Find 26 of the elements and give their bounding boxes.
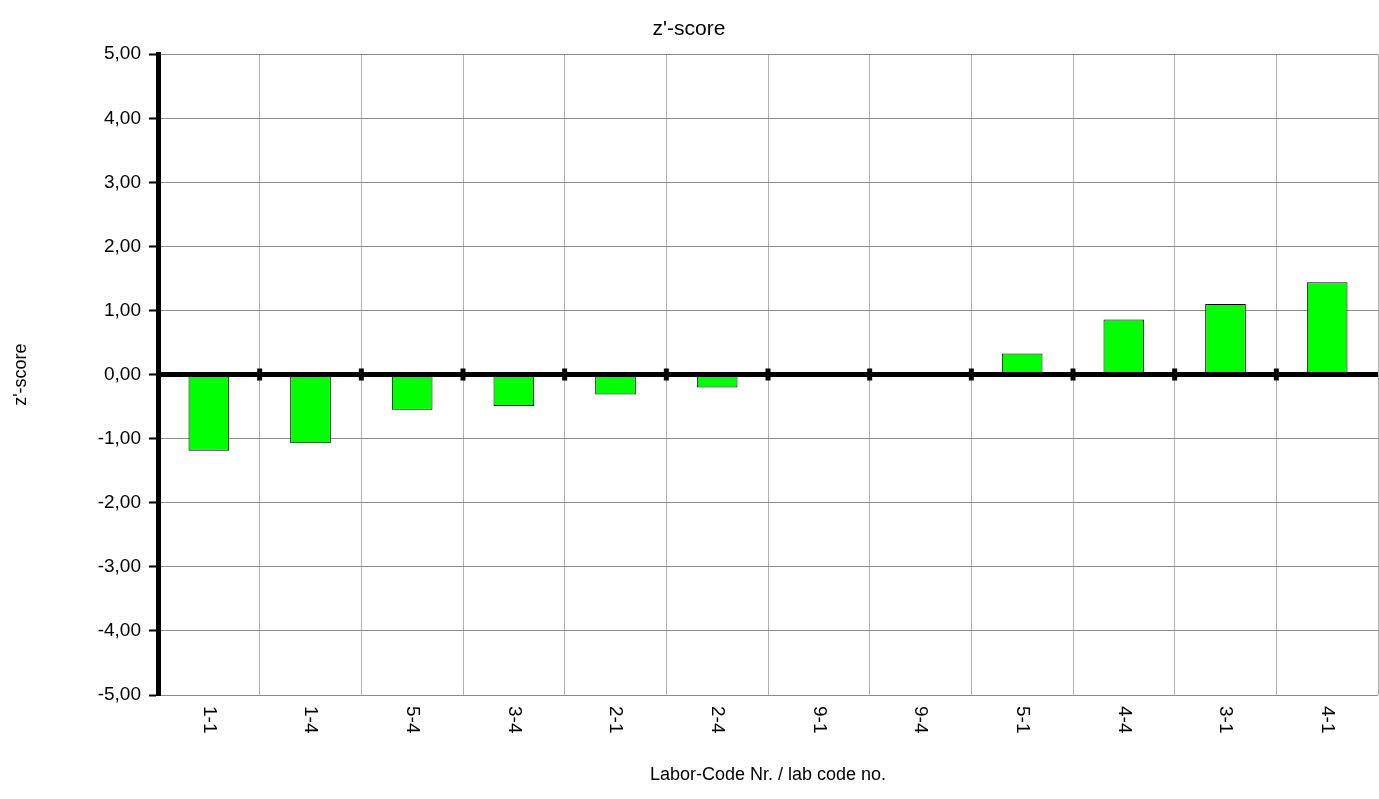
y-axis-title: z'-score: [9, 343, 30, 406]
y-tick-label: 1,00: [104, 298, 141, 320]
y-tick-label: 3,00: [104, 170, 141, 192]
x-tick-label: 4-1: [1317, 706, 1339, 734]
x-axis-title: Labor-Code Nr. / lab code no.: [649, 764, 887, 785]
x-tick-label: 2-1: [606, 706, 628, 734]
x-tick-label: 9-4: [911, 706, 933, 734]
y-tick-label: -3,00: [97, 555, 141, 577]
x-tick-label: 3-1: [1216, 706, 1238, 734]
chart-title: z'-score: [652, 16, 726, 40]
y-tick-label: 0,00: [104, 362, 141, 384]
x-tick-label: 5-4: [402, 706, 424, 734]
y-tick-label: 4,00: [104, 106, 141, 128]
y-tick-label: -1,00: [97, 426, 141, 448]
x-tick-label: 1-1: [199, 706, 221, 734]
y-tick-label: 5,00: [104, 42, 141, 64]
y-tick-label: -4,00: [97, 619, 141, 641]
x-tick-label: 5-1: [1012, 706, 1034, 734]
y-tick-label: -2,00: [97, 490, 141, 512]
x-tick-label: 4-4: [1114, 706, 1136, 734]
x-tick-label: 9-1: [809, 706, 831, 734]
x-tick-label: 2-4: [707, 706, 729, 734]
y-tick-label: 2,00: [104, 234, 141, 256]
x-tick-label: 3-4: [504, 706, 526, 734]
x-tick-label: 1-4: [301, 706, 323, 734]
y-tick-label: -5,00: [97, 683, 141, 705]
